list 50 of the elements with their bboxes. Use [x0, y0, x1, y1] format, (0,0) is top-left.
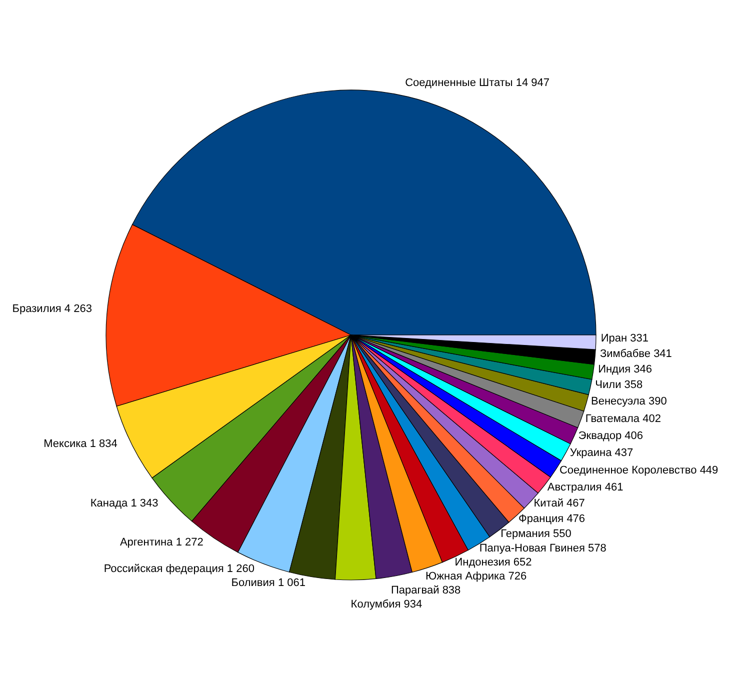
- slice-label: Мексика: [44, 438, 90, 450]
- data-label: 437: [614, 447, 634, 460]
- data-label: 1 061: [278, 577, 306, 589]
- slice-label: Иран: [600, 332, 630, 345]
- slice-label: Украина: [570, 447, 615, 460]
- data-label: 390: [648, 396, 667, 408]
- slice-label: Бразилия: [12, 303, 64, 316]
- slice-label: Австралия: [547, 481, 605, 494]
- slice-label: Российская федерация: [104, 563, 227, 575]
- slice-label: Соединенные Штаты: [405, 76, 516, 89]
- data-label: 461: [604, 481, 624, 494]
- data-label: 1 260: [226, 563, 254, 575]
- data-label: 476: [566, 512, 586, 525]
- slice-label: Чили: [595, 379, 624, 392]
- data-label: 467: [566, 498, 585, 510]
- data-label: 652: [513, 556, 532, 568]
- data-label: 346: [634, 363, 652, 376]
- data-label: 1 834: [90, 438, 118, 450]
- slice-label: Франция: [518, 512, 567, 525]
- data-label: 550: [552, 528, 572, 540]
- data-label: 14 947: [516, 76, 550, 89]
- slice-label: Колумбия: [350, 598, 404, 610]
- data-label: 358: [624, 379, 643, 392]
- data-label: 4 263: [64, 303, 92, 316]
- slice-label: Китай: [534, 498, 567, 510]
- slice-label: Соединенное Королевство: [559, 464, 700, 476]
- slice-label: Парагвай: [390, 584, 442, 596]
- slice-label: Южная Африка: [426, 570, 508, 582]
- data-label: 726: [508, 570, 527, 582]
- data-label: 406: [624, 430, 644, 442]
- data-label: 838: [442, 584, 461, 596]
- data-label: 578: [588, 542, 606, 554]
- data-label: 934: [404, 598, 422, 610]
- slice-label: Аргентина: [120, 536, 176, 548]
- data-label: 331: [630, 332, 649, 345]
- data-label: 341: [654, 348, 672, 360]
- slice-label: Боливия: [231, 577, 278, 589]
- slice-label: Венесуэла: [590, 396, 648, 408]
- slice-label: Зимбабве: [600, 348, 654, 360]
- data-label: 402: [642, 412, 661, 425]
- slice-label: Германия: [500, 528, 553, 540]
- slice-label: Индия: [598, 363, 634, 376]
- data-label: 449: [700, 464, 718, 476]
- slice-label: Эквадор: [578, 430, 625, 442]
- slice-label: Канада: [90, 498, 131, 510]
- slice-label: Индонезия: [454, 556, 514, 568]
- slice-label: Папуа-Новая Гвинея: [479, 542, 588, 554]
- slice-label: Гватемала: [585, 412, 643, 425]
- data-label: 1 343: [130, 498, 158, 510]
- data-label: 1 272: [176, 536, 204, 548]
